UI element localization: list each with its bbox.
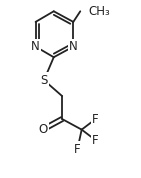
- Text: F: F: [74, 143, 81, 156]
- Text: CH₃: CH₃: [89, 5, 110, 18]
- Text: O: O: [38, 123, 47, 136]
- Text: F: F: [92, 112, 99, 125]
- Text: N: N: [69, 40, 78, 53]
- Text: F: F: [92, 134, 99, 147]
- Text: S: S: [40, 74, 48, 87]
- Text: N: N: [31, 40, 40, 53]
